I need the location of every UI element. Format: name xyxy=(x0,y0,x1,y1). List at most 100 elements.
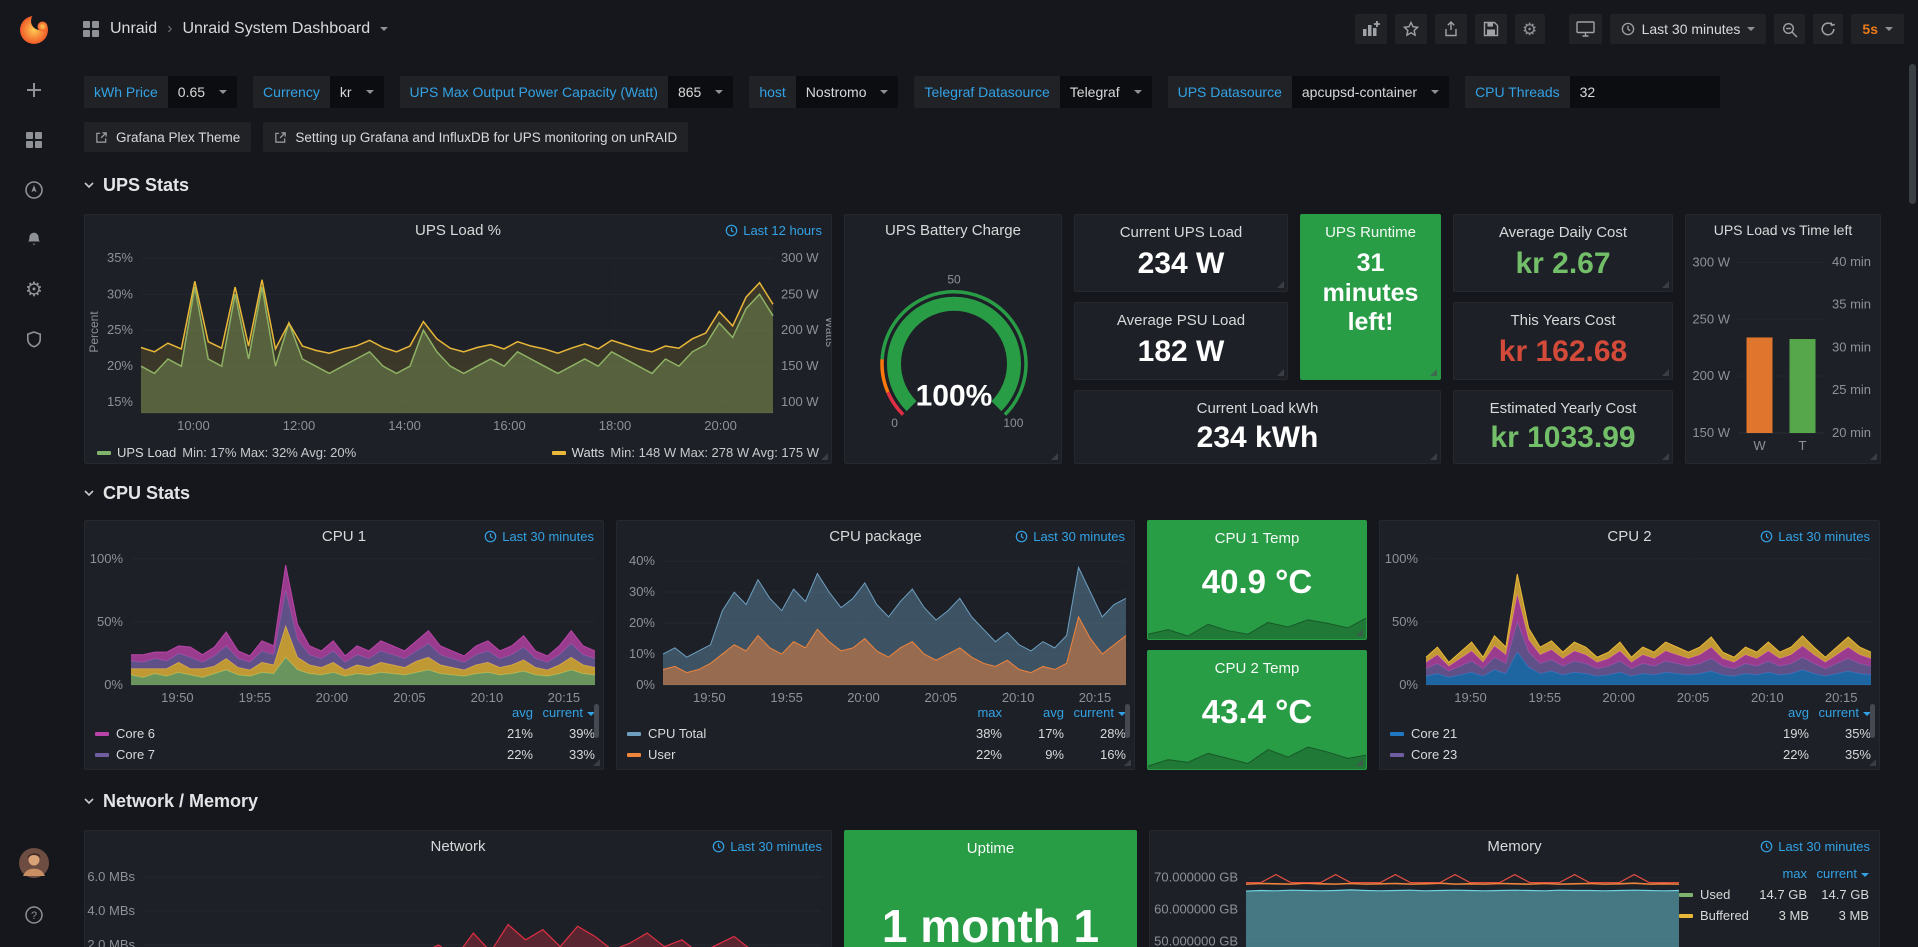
share-button[interactable] xyxy=(1434,14,1467,44)
panel-cpu-2-temp: CPU 2 Temp 43.4 °C xyxy=(1147,650,1367,770)
panel-title[interactable]: CPU 2 xyxy=(1607,528,1652,545)
cpu1-legend: avg current Core 6 21% 39% Core 7 22% 33% xyxy=(95,702,599,765)
panel-estimated-yearly-cost: Estimated Yearly Cost kr 1033.99 xyxy=(1453,390,1673,464)
legend-row: Core 7 22% 33% xyxy=(95,744,595,765)
panel-title[interactable]: CPU package xyxy=(829,528,922,545)
sidebar-item-alerting[interactable] xyxy=(12,222,56,258)
zoom-out-button[interactable] xyxy=(1774,14,1806,44)
cpu-package-chart[interactable]: 19:50 19:55 20:00 20:05 20:10 20:15 0% 10% 20% 30… xyxy=(617,549,1134,705)
sidebar-item-create[interactable] xyxy=(12,72,56,108)
svg-text:20:00: 20:00 xyxy=(316,690,349,705)
save-icon xyxy=(1483,21,1498,37)
legend-swatch xyxy=(1390,731,1404,736)
svg-text:10%: 10% xyxy=(629,646,655,661)
template-variables-row: kWh Price 0.65 Currency kr UPS Max Outpu… xyxy=(84,76,1918,108)
legend-item[interactable]: UPS Load Min: 17% Max: 32% Avg: 20% xyxy=(97,445,356,460)
panel-average-psu-load: Average PSU Load 182 W xyxy=(1074,302,1288,380)
sidebar-item-server-admin[interactable] xyxy=(12,322,56,358)
panel-time-range[interactable]: Last 30 minutes xyxy=(1760,529,1870,544)
panel-title[interactable]: Memory xyxy=(1487,838,1542,855)
variable-value-dropdown[interactable]: 865 xyxy=(667,76,734,108)
panel-network: Network Last 30 minutes 19:5019:5520:002… xyxy=(84,830,832,947)
stat-value: 43.4 °C xyxy=(1201,693,1313,730)
chevron-down-icon[interactable] xyxy=(380,27,389,31)
stat-value: kr 1033.99 xyxy=(1490,421,1636,454)
panel-time-range[interactable]: Last 30 minutes xyxy=(1760,839,1870,854)
time-picker-button[interactable]: Last 30 minutes xyxy=(1609,14,1767,44)
star-button[interactable] xyxy=(1394,14,1427,44)
panel-time-range[interactable]: Last 30 minutes xyxy=(484,529,594,544)
network-memory-row: Network Last 30 minutes 19:5019:5520:002… xyxy=(84,830,1918,947)
save-button[interactable] xyxy=(1474,14,1507,44)
add-panel-button[interactable] xyxy=(1354,14,1387,44)
ups-load-chart[interactable]: 10:00 12:00 14:00 16:00 18:00 20:00 15% 20% 25% 3… xyxy=(85,243,831,437)
panel-title[interactable]: Average Daily Cost xyxy=(1498,224,1628,241)
panel-time-range[interactable]: Last 12 hours xyxy=(725,223,822,238)
panel-time-range[interactable]: Last 30 minutes xyxy=(712,839,822,854)
breadcrumb-app[interactable]: Unraid xyxy=(110,20,158,37)
svg-text:20:15: 20:15 xyxy=(548,690,581,705)
panel-title[interactable]: This Years Cost xyxy=(1510,312,1616,329)
panel-title[interactable]: Network xyxy=(430,838,486,855)
svg-text:200 W: 200 W xyxy=(781,322,819,337)
variable-value-dropdown[interactable]: Telegraf xyxy=(1059,76,1152,108)
refresh-button[interactable] xyxy=(1813,14,1844,44)
panel-title[interactable]: UPS Runtime xyxy=(1325,224,1416,241)
refresh-interval-dropdown[interactable]: 5s xyxy=(1851,14,1904,44)
dashboard-link-ups-monitoring-guide[interactable]: Setting up Grafana and InfluxDB for UPS … xyxy=(263,122,689,152)
variable-value-dropdown[interactable]: apcupsd-container xyxy=(1291,76,1450,108)
breadcrumb-dashboard-title[interactable]: Unraid System Dashboard xyxy=(182,20,371,37)
svg-text:20:05: 20:05 xyxy=(393,690,426,705)
svg-text:300 W: 300 W xyxy=(1692,254,1730,269)
legend-scrollbar[interactable] xyxy=(1870,704,1875,738)
legend-row: Core 21 19% 35% xyxy=(1390,723,1871,744)
panel-title[interactable]: Current UPS Load xyxy=(1119,224,1243,241)
cycle-view-button[interactable] xyxy=(1568,14,1602,44)
svg-text:100 W: 100 W xyxy=(781,394,819,409)
panel-title[interactable]: CPU 1 xyxy=(321,528,367,545)
panel-title[interactable]: CPU 1 Temp xyxy=(1214,530,1300,547)
sidebar-item-explore[interactable] xyxy=(12,172,56,208)
variable-value-dropdown[interactable]: Nostromo xyxy=(795,76,899,108)
section-title: UPS Stats xyxy=(103,174,190,195)
variable-value-dropdown[interactable]: kr xyxy=(329,76,384,108)
user-avatar[interactable] xyxy=(12,845,56,881)
panel-title[interactable]: Uptime xyxy=(966,840,1015,857)
legend-scrollbar[interactable] xyxy=(594,704,599,738)
cpu2-chart[interactable]: 19:50 19:55 20:00 20:05 20:10 20:15 0% 50% 100% xyxy=(1380,549,1879,705)
section-network-memory[interactable]: Network / Memory xyxy=(82,790,1918,812)
sidebar-item-dashboards[interactable] xyxy=(12,122,56,158)
cpu1-chart[interactable]: 19:50 19:55 20:00 20:05 20:10 20:15 0% 50% 100% xyxy=(85,549,603,705)
panel-title[interactable]: UPS Load % xyxy=(415,222,501,239)
svg-text:100: 100 xyxy=(1003,416,1023,430)
panel-title[interactable]: CPU 2 Temp xyxy=(1214,660,1300,677)
panel-title[interactable]: UPS Battery Charge xyxy=(885,222,1021,239)
section-ups-stats[interactable]: UPS Stats xyxy=(82,174,1918,196)
cpu-threads-input[interactable] xyxy=(1569,76,1720,108)
grafana-logo[interactable] xyxy=(16,10,52,46)
panel-title[interactable]: Estimated Yearly Cost xyxy=(1489,400,1637,417)
panel-time-range[interactable]: Last 30 minutes xyxy=(1015,529,1125,544)
panel-title[interactable]: UPS Load vs Time left xyxy=(1713,222,1853,238)
navbar: Unraid › Unraid System Dashboard ⚙ Last … xyxy=(68,0,1918,58)
dashboard-settings-button[interactable]: ⚙ xyxy=(1514,14,1545,44)
panel-title[interactable]: Average PSU Load xyxy=(1116,312,1246,329)
memory-chart[interactable]: 19:5019:5520:0020:0520:1020:1550.000000 … xyxy=(1150,859,1685,947)
ups-bars-chart[interactable]: 150 W 200 W 250 W 300 W 20 min 25 min 30 min 35… xyxy=(1686,243,1880,459)
page-scrollbar[interactable] xyxy=(1909,64,1916,204)
section-cpu-stats[interactable]: CPU Stats xyxy=(82,482,1918,504)
legend-header: max current xyxy=(1679,863,1869,884)
help-button[interactable]: ? xyxy=(12,897,56,933)
variable-value: Nostromo xyxy=(805,84,867,100)
variable-value-dropdown[interactable]: 0.65 xyxy=(167,76,238,108)
sidebar-item-configuration[interactable]: ⚙ xyxy=(12,272,56,308)
dashboard-link-plex-theme[interactable]: Grafana Plex Theme xyxy=(84,122,252,152)
svg-text:50%: 50% xyxy=(1392,614,1418,629)
legend-scrollbar[interactable] xyxy=(1125,704,1130,738)
apps-grid-icon[interactable] xyxy=(82,20,100,38)
battery-gauge[interactable]: 0 50 100 100% xyxy=(845,245,1061,457)
legend-item[interactable]: Watts Min: 148 W Max: 278 W Avg: 175 W xyxy=(551,445,819,460)
panel-title[interactable]: Current Load kWh xyxy=(1196,400,1319,417)
legend-row: User 22% 9% 16% xyxy=(627,744,1126,765)
